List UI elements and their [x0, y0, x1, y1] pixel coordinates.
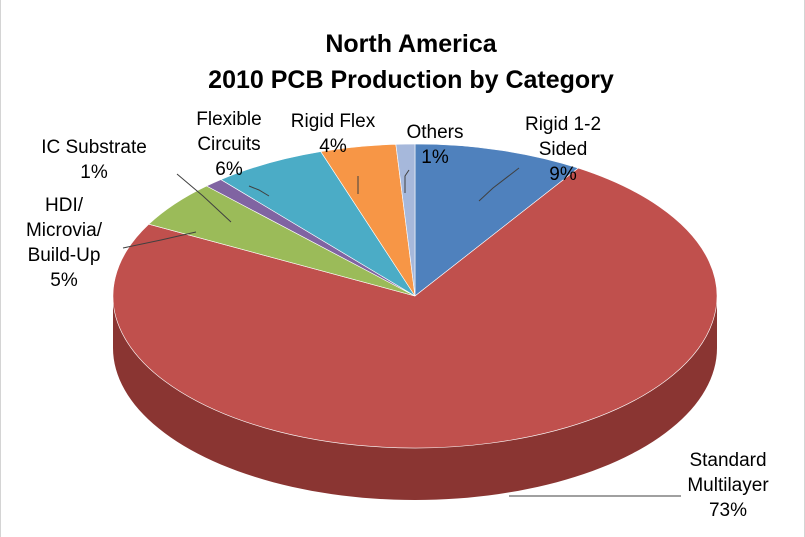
slice-name-line: Flexible [196, 109, 261, 130]
leader-line-ic-substrate [176, 173, 232, 223]
slice-label-ic-substrate: IC Substrate 1% [41, 137, 147, 183]
pie-side-standard-multilayer [113, 296, 717, 500]
chart-subtitle: 2010 PCB Production by Category [208, 66, 614, 94]
leader-lines [122, 167, 681, 497]
pie-slice-others [395, 143, 416, 297]
slice-label-hdi-microvia-build-up: HDI/Microvia/Build-Up 5% [26, 195, 103, 291]
slice-percent: 6% [215, 159, 243, 180]
slice-label-others: Others 1% [406, 122, 463, 168]
slice-percent: 9% [549, 164, 577, 185]
slice-percent: 1% [80, 162, 108, 183]
pie-3d-sides [113, 296, 717, 500]
slice-name-line: Standard [689, 450, 766, 471]
leader-line-flexible-circuits [248, 185, 270, 197]
slice-name-line: Build-Up [28, 245, 101, 266]
slice-percent: 4% [319, 136, 347, 157]
leader-line-rigid-1-2-sided [478, 167, 520, 202]
slice-name-line: Sided [539, 139, 588, 160]
slice-name-line: Rigid 1-2 [525, 114, 601, 135]
slice-percent: 73% [709, 500, 747, 521]
slice-label-rigid-flex: Rigid Flex 4% [291, 111, 376, 157]
slice-label-rigid-1-2-sided: Rigid 1-2 Sided 9% [525, 114, 601, 185]
slice-name-line: Circuits [197, 134, 260, 155]
leader-line-hdi-microvia-build-up [122, 231, 197, 249]
leader-line-others [404, 169, 410, 193]
pie-slice-rigid-1-2-sided [414, 143, 579, 297]
slice-label-flexible-circuits: Flexible Circuits 6% [196, 109, 261, 180]
slice-name-line: Others [406, 122, 463, 143]
slice-name-line: Microvia/ [26, 220, 103, 241]
pie-slice-standard-multilayer [112, 167, 718, 449]
pie-slices [112, 143, 718, 449]
slice-name-line: Multilayer [687, 475, 769, 496]
slice-name-line: HDI/ [45, 195, 84, 216]
slice-labels: Rigid 1-2 Sided 9% Standard Multilayer 73% HDI… [26, 109, 769, 521]
slice-name-line: IC Substrate [41, 137, 147, 158]
slice-label-standard-multilayer: Standard Multilayer 73% [687, 450, 769, 521]
slice-name-line: Rigid Flex [291, 111, 376, 132]
slice-percent: 1% [421, 147, 449, 168]
chart-title: North America [325, 30, 497, 58]
slice-percent: 5% [50, 270, 78, 291]
